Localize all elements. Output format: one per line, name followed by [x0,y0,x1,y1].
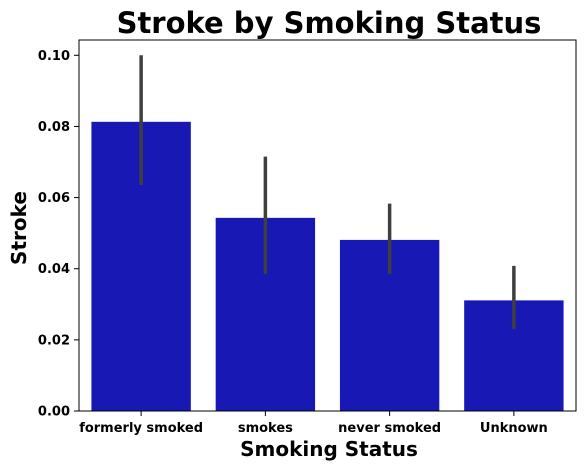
axes-frame [78,39,577,412]
chart-title: Stroke by Smoking Status [117,6,542,40]
plot-area: 0.00 0.02 0.04 0.06 0.08 0.10 formerly smoked s… [38,39,577,436]
x-axis-label: Smoking Status [240,437,418,461]
y-tick-label-2: 0.04 [38,262,70,277]
y-tick-label-3: 0.06 [38,191,70,206]
x-tick-label-3: Unknown [480,421,548,436]
y-tick-label-1: 0.02 [38,333,70,348]
y-tick-label-4: 0.08 [38,120,70,135]
y-axis-label: Stroke [7,191,31,265]
y-tick-label-5: 0.10 [38,49,70,64]
x-tick-label-0: formerly smoked [79,421,203,436]
x-tick-label-1: smokes [238,421,293,436]
y-tick-label-0: 0.00 [38,405,70,420]
x-tick-label-2: never smoked [338,421,441,436]
